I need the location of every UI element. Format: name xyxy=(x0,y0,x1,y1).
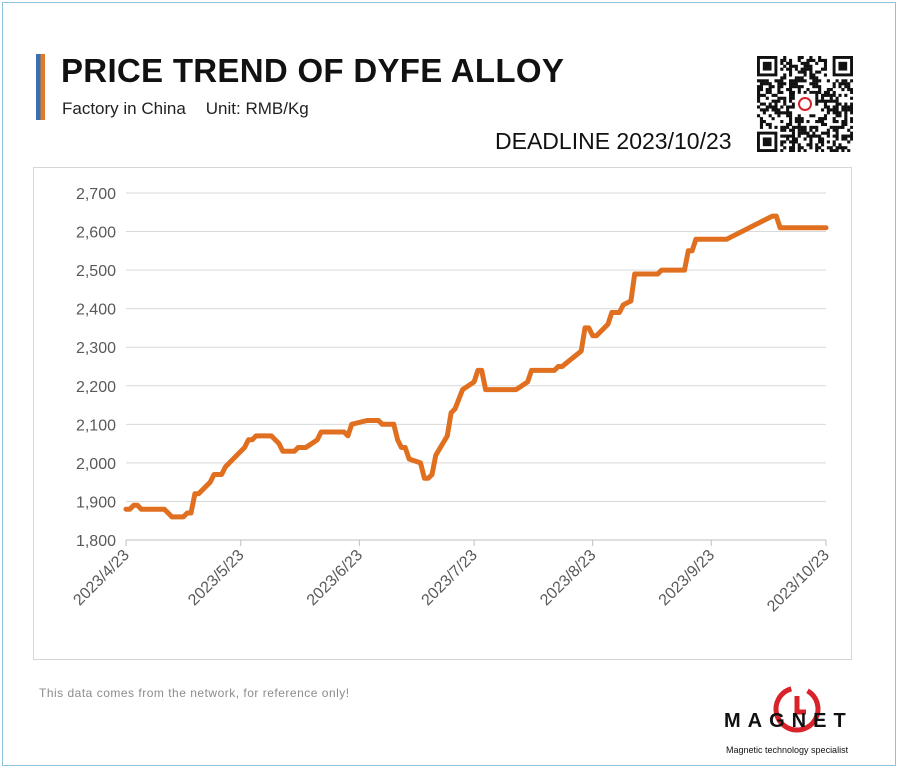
deadline-label: DEADLINE 2023/10/23 xyxy=(495,128,732,154)
y-tick-label: 2,200 xyxy=(76,379,116,396)
y-tick-label: 2,300 xyxy=(76,340,116,357)
y-tick-label: 2,000 xyxy=(76,456,116,473)
chart-panel: 1,800 1,900 2,000 2,100 2,200 2,300 2,400 2,500… xyxy=(33,167,852,660)
logo-wordmark: MAGNET xyxy=(724,710,853,732)
y-tick-label: 1,900 xyxy=(76,494,116,511)
logo-tagline: Magnetic technology specialist xyxy=(726,745,849,755)
x-tick-label: 2023/8/23 xyxy=(537,547,599,609)
x-tick-label: 2023/4/23 xyxy=(70,547,132,609)
magnet-logo: MAGNET Magnetic technology specialist xyxy=(722,680,862,765)
x-tick-label: 2023/9/23 xyxy=(656,547,718,609)
x-tick-label: 2023/10/23 xyxy=(764,547,833,616)
magnet-logo-icon xyxy=(773,685,821,733)
y-tick-label: 2,700 xyxy=(76,186,116,203)
disclaimer-note: This data comes from the network, for re… xyxy=(39,686,350,700)
x-tick-label: 2023/5/23 xyxy=(185,547,247,609)
x-tick-label: 2023/7/23 xyxy=(419,547,481,609)
y-tick-label: 2,400 xyxy=(76,302,116,319)
title-accent-bar xyxy=(36,54,45,120)
page-title: PRICE TREND OF DYFE ALLOY xyxy=(61,52,565,89)
subtitle-factory: Factory in China xyxy=(62,99,186,118)
price-line-chart: 1,800 1,900 2,000 2,100 2,200 2,300 2,400 2,500… xyxy=(70,186,833,616)
qr-code-icon xyxy=(757,56,853,152)
x-tick-label: 2023/6/23 xyxy=(304,547,366,609)
y-tick-label: 2,500 xyxy=(76,263,116,280)
y-tick-label: 2,100 xyxy=(76,417,116,434)
subtitle: Factory in China Unit: RMB/Kg xyxy=(62,99,309,119)
y-tick-label: 2,600 xyxy=(76,225,116,242)
y-tick-label: 1,800 xyxy=(76,533,116,550)
price-series-line xyxy=(123,213,829,520)
subtitle-unit: Unit: RMB/Kg xyxy=(205,99,309,118)
